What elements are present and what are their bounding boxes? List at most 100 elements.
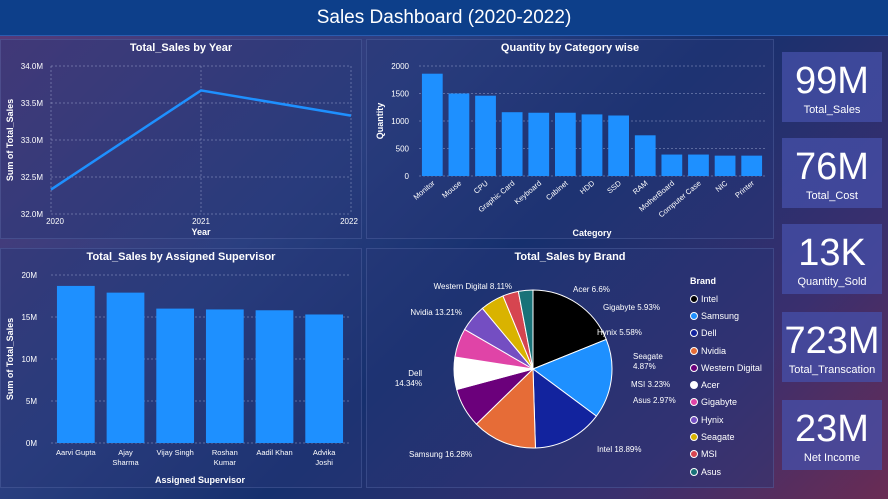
x-tick-label: NIC <box>714 178 730 194</box>
kpi-value: 13K <box>798 232 866 274</box>
legend-item: Asus <box>690 463 762 480</box>
x-tick-label: Ajay <box>118 448 133 457</box>
legend-swatch <box>690 467 698 476</box>
y-tick-label: 1000 <box>391 117 409 126</box>
supervisor-bar <box>205 309 244 443</box>
sales-by-supervisor-title: Total_Sales by Assigned Supervisor <box>86 251 276 263</box>
x-tick-label: Sharma <box>112 458 139 467</box>
dashboard-title: Sales Dashboard (2020-2022) <box>316 6 572 28</box>
category-bar <box>741 155 763 176</box>
legend-item: Western Digital <box>690 359 762 376</box>
legend-swatch <box>690 398 698 407</box>
legend-swatch <box>690 381 698 390</box>
legend-label: Hynix <box>701 414 724 425</box>
kpi-total-cost: 76M Total_Cost <box>782 138 882 208</box>
legend-item: Nvidia <box>690 342 762 359</box>
sales-by-brand-panel: Total_Sales by Brand Intel 18.89% Samsung… <box>366 248 774 488</box>
x-tick-label: Mouse <box>440 179 463 200</box>
y-tick-label: 500 <box>396 145 410 154</box>
sales-by-brand-title: Total_Sales by Brand <box>514 251 626 263</box>
pie-slice <box>532 367 598 449</box>
kpi-label: Net Income <box>803 452 861 464</box>
y-tick-label: 33.5M <box>21 99 44 108</box>
y-tick-label: 10M <box>21 355 37 364</box>
x-tick-label: Kumar <box>214 458 237 467</box>
legend-item: Intel <box>690 290 762 307</box>
category-bar <box>688 154 709 176</box>
legend-swatch <box>690 433 698 442</box>
y-tick-label: 5M <box>26 397 37 406</box>
category-bar <box>634 135 656 176</box>
y-tick-label: 2000 <box>391 62 409 71</box>
category-bar <box>475 95 496 176</box>
legend-swatch <box>690 363 698 372</box>
legend-item: Seagate <box>690 428 762 445</box>
slice-label: MSI 3.23% <box>631 380 670 389</box>
x-tick-label: Monitor <box>412 178 437 201</box>
supervisor-bar <box>255 310 294 443</box>
y-axis-label: Sum of Total_Sales <box>5 99 15 181</box>
pie-slice <box>475 367 536 449</box>
kpi-label: Quantity_Sold <box>797 276 867 288</box>
legend-label: Dell <box>701 328 717 339</box>
legend-label: Asus <box>701 466 722 477</box>
y-tick-label: 34.0M <box>21 62 44 71</box>
legend-label: Acer <box>701 380 720 391</box>
slice-label: Dell <box>408 369 422 378</box>
y-tick-label: 20M <box>21 271 37 280</box>
y-tick-label: 1500 <box>391 90 409 99</box>
legend-item: Hynix <box>690 411 762 428</box>
legend-item: Dell <box>690 325 762 342</box>
quantity-by-category-title: Quantity by Category wise <box>500 42 640 54</box>
category-bar <box>448 93 470 176</box>
x-tick-label: RAM <box>631 179 650 197</box>
slice-label: Acer 6.6% <box>573 285 610 294</box>
slice-label: Western Digital 8.11% <box>434 282 512 291</box>
slice-label: 14.34% <box>395 379 422 388</box>
y-tick-label: 0 <box>405 172 410 181</box>
y-tick-label: 32.5M <box>21 173 44 182</box>
legend-swatch <box>690 415 698 424</box>
sales-by-year-chart: 32.0M 32.5M 33.0M 33.5M 34.0M 2020 2021 2022 Yea… <box>5 62 358 237</box>
supervisor-bar <box>56 285 95 443</box>
category-bar <box>714 155 736 176</box>
category-bar <box>421 73 443 176</box>
slice-label: Asus 2.97% <box>633 396 676 405</box>
kpi-value: 76M <box>795 146 869 188</box>
x-tick-label: CPU <box>472 179 490 196</box>
legend-swatch <box>690 311 698 320</box>
legend-swatch <box>690 294 698 303</box>
slice-label: 4.87% <box>633 362 656 371</box>
category-bar <box>501 112 523 176</box>
slice-label: Seagate <box>633 352 663 361</box>
brand-legend-title: Brand <box>690 276 717 286</box>
legend-label: Samsung <box>701 310 740 321</box>
legend-swatch <box>690 346 698 355</box>
x-tick-label: 2022 <box>340 217 358 226</box>
quantity-by-category-panel: Quantity by Category wise 0 500 1000 1500 20… <box>366 39 774 239</box>
kpi-value: 723M <box>784 320 880 362</box>
x-tick-label: Advika <box>313 448 336 457</box>
category-bar <box>581 114 603 176</box>
slice-label: Intel 18.89% <box>597 445 641 454</box>
pie-slice <box>517 289 534 370</box>
sales-by-supervisor-panel: Total_Sales by Assigned Supervisor 0M 5M 1… <box>0 248 362 488</box>
kpi-quantity-sold: 13K Quantity_Sold <box>782 224 882 294</box>
legend-label: Western Digital <box>701 362 762 373</box>
supervisor-bar <box>305 314 344 443</box>
kpi-label: Total_Sales <box>803 104 861 116</box>
x-tick-label: Aarvi Gupta <box>56 448 96 457</box>
legend-item: Samsung <box>690 307 762 324</box>
sales-by-year-panel: Total_Sales by Year 32.0M 32.5M 33.0M 33.5M… <box>0 39 362 239</box>
x-axis-label: Year <box>191 227 211 237</box>
kpi-label: Total_Cost <box>806 190 858 202</box>
y-tick-label: 33.0M <box>21 136 44 145</box>
slice-label: Gigabyte 5.93% <box>603 303 660 312</box>
legend-swatch <box>690 329 698 338</box>
y-tick-label: 32.0M <box>21 210 44 219</box>
brand-legend: Brand Intel Samsung Dell Nvidia Western Digi… <box>690 276 762 480</box>
legend-item: Gigabyte <box>690 394 762 411</box>
